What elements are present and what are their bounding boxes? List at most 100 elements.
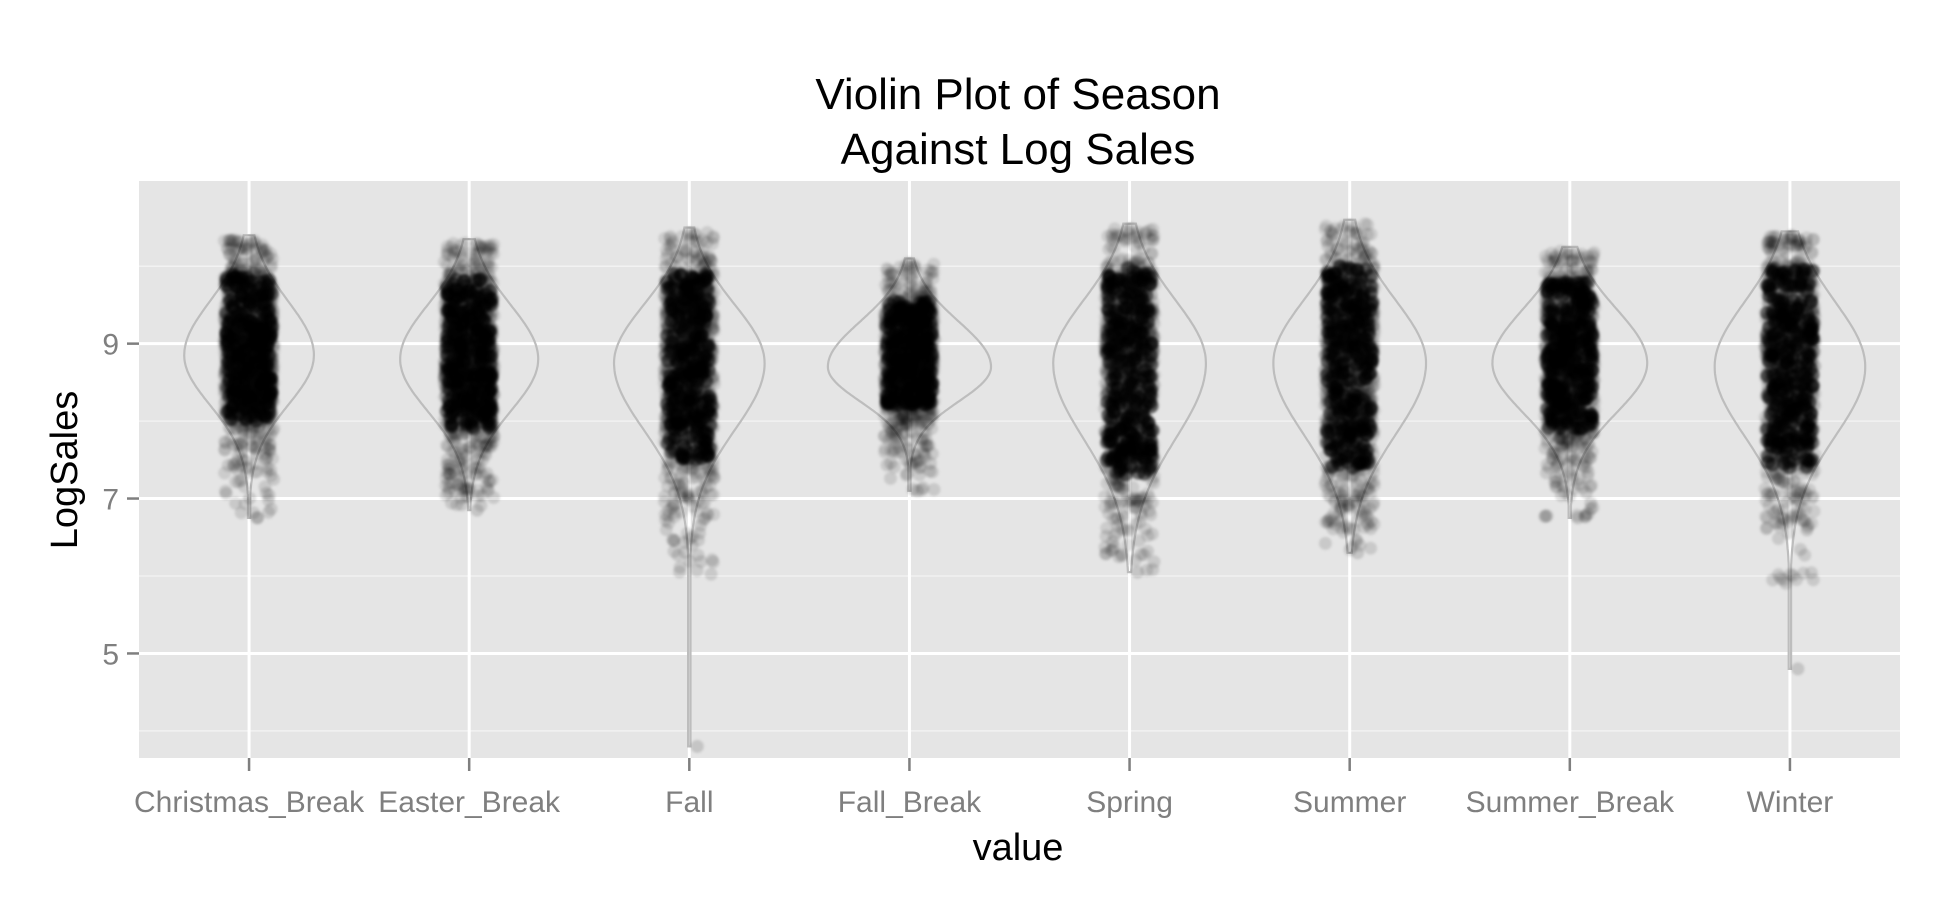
data-point [263,385,278,400]
data-point [917,343,932,358]
data-point [487,491,501,504]
data-point [661,353,676,368]
data-point [475,453,489,467]
data-point [663,239,677,252]
data-point [702,249,716,263]
data-point [890,321,905,336]
data-point [666,328,681,343]
data-point [665,501,679,515]
data-point [898,365,913,380]
data-point [904,285,918,299]
data-point [243,426,256,440]
data-point [702,339,717,354]
data-point [459,285,474,299]
data-point [905,271,919,285]
data-point [451,354,466,369]
data-point [442,467,456,481]
data-point [245,360,260,375]
data-point [471,489,485,503]
data-point [694,484,708,498]
data-point [259,358,273,373]
data-point [453,340,468,355]
data-point [473,349,487,364]
data-point [469,248,483,262]
chart-title-line-2: Against Log Sales [841,125,1196,174]
data-point [267,472,281,486]
data-point [487,238,501,252]
points-fall-break [877,256,941,498]
data-point [223,248,236,261]
data-point [706,463,720,477]
data-point [897,411,910,425]
data-point [242,242,256,256]
data-point [704,567,718,581]
data-point [681,451,696,466]
data-point [468,273,483,288]
data-point [455,491,468,505]
data-point [249,253,263,267]
data-point [457,413,472,428]
data-point [245,325,260,340]
data-point [237,389,252,404]
data-point [899,299,914,314]
data-point [884,349,899,364]
data-point [913,461,926,475]
data-point [478,396,492,411]
data-point [247,409,262,423]
data-point [927,483,941,496]
data-point [230,366,245,381]
data-point [675,417,689,431]
data-point [887,460,901,474]
data-point [706,555,720,569]
data-point [250,511,264,525]
data-point [690,739,704,753]
data-point [886,268,900,281]
data-point [241,461,255,475]
data-point [443,410,458,425]
data-point [458,236,472,250]
data-point [461,391,476,406]
data-point [483,410,498,425]
data-point [693,526,707,540]
data-point [470,503,484,517]
chart-title-line-1: Violin Plot of Season [815,70,1220,119]
data-point [694,451,709,465]
data-point [924,264,938,278]
data-point [685,538,699,552]
data-point [662,516,676,530]
data-point [234,289,249,304]
data-point [910,431,924,445]
data-point [885,336,900,351]
data-point [681,360,696,375]
data-point [452,478,466,492]
data-point [665,399,680,414]
data-point [691,419,705,433]
data-point [917,370,932,385]
data-point [703,418,718,433]
data-point [910,484,924,498]
data-point [687,227,701,241]
data-point [260,461,274,475]
data-point [672,477,686,491]
data-point [698,511,712,525]
data-point [921,302,936,317]
data-point [259,251,273,265]
data-point [669,305,684,320]
data-point [454,258,468,272]
data-point [446,237,460,250]
data-point [264,502,278,516]
data-point [701,404,716,419]
data-point [440,329,455,344]
violin-spring [1052,222,1207,574]
data-point [706,237,719,251]
data-point [877,429,891,442]
data-point [231,235,244,249]
data-point [452,374,467,389]
data-point [917,314,932,329]
data-point [662,461,675,474]
data-point [259,486,273,500]
data-point [237,274,252,289]
data-point [670,377,685,392]
data-point [690,253,704,267]
